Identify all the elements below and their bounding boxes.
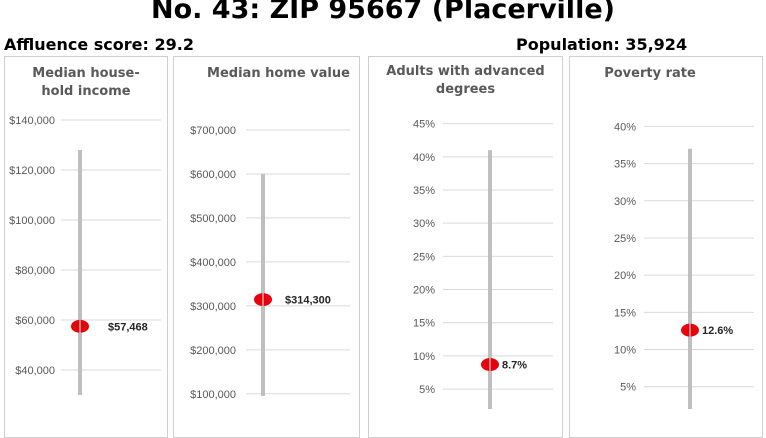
y-tick-label: $500,000: [190, 213, 236, 225]
home-value-title-line-1: Median home value: [207, 66, 350, 81]
income-title-line-2: hold income: [41, 84, 131, 99]
y-tick-label: 45%: [413, 119, 435, 131]
poverty-rate-chart: 5% 10% 15% 20% 25% 30% 35% 40% 12.6%: [614, 121, 754, 409]
degrees-title-line-1: Adults with advanced: [386, 64, 545, 79]
y-tick-label: $300,000: [190, 301, 236, 313]
y-tick-label: $80,000: [15, 265, 55, 277]
y-tick-label: 5%: [419, 384, 435, 396]
income-chart: $40,000 $60,000 $80,000 $100,000 $120,000 $14…: [9, 115, 161, 395]
y-tick-label: $700,000: [190, 125, 236, 137]
y-tick-label: 5%: [620, 382, 636, 394]
value-label: $314,300: [285, 295, 331, 307]
value-label: 8.7%: [502, 360, 527, 372]
y-tick-label: 20%: [413, 285, 435, 297]
y-tick-label: 40%: [614, 121, 636, 133]
y-tick-label: $600,000: [190, 169, 236, 181]
y-tick-label: 30%: [614, 196, 636, 208]
home-value-chart-title: Median home value: [174, 65, 359, 83]
y-tick-label: 30%: [413, 218, 435, 230]
income-title-line-1: Median house-: [32, 66, 140, 81]
y-tick-label: $120,000: [9, 165, 55, 177]
income-chart-panel: Median house- hold income $40,000 $60,000…: [4, 56, 168, 438]
y-tick-label: $400,000: [190, 257, 236, 269]
advanced-degrees-chart-title: Adults with advanced degrees: [369, 63, 562, 99]
advanced-degrees-chart: 5% 10% 15% 20% 25% 30% 35% 40% 45% 8.7%: [413, 119, 553, 409]
y-tick-label: 15%: [614, 307, 636, 319]
y-tick-label: $60,000: [15, 315, 55, 327]
home-value-chart-panel: Median home value $100,000 $200,000 $300,0…: [173, 56, 360, 438]
y-tick-label: 35%: [614, 159, 636, 171]
affluence-score: Affluence score: 29.2: [4, 35, 194, 54]
y-tick-label: 10%: [413, 351, 435, 363]
y-tick-label: $40,000: [15, 365, 55, 377]
advanced-degrees-chart-panel: Adults with advanced degrees 5% 10% 15% 20%…: [368, 56, 563, 438]
y-tick-label: 40%: [413, 152, 435, 164]
population: Population: 35,924: [516, 35, 688, 54]
value-label: 12.6%: [702, 325, 733, 337]
y-tick-label: 25%: [614, 233, 636, 245]
y-tick-label: $100,000: [190, 389, 236, 401]
page-title: No. 43: ZIP 95667 (Placerville): [151, 0, 615, 25]
poverty-title-line-1: Poverty rate: [604, 66, 696, 81]
y-tick-label: $100,000: [9, 215, 55, 227]
value-label: $57,468: [108, 321, 148, 333]
y-tick-label: 10%: [614, 345, 636, 357]
y-tick-label: 15%: [413, 318, 435, 330]
poverty-rate-chart-title: Poverty rate: [570, 65, 762, 83]
y-tick-label: 25%: [413, 251, 435, 263]
y-tick-label: 20%: [614, 270, 636, 282]
y-tick-label: 35%: [413, 185, 435, 197]
degrees-title-line-2: degrees: [435, 82, 496, 97]
poverty-rate-chart-panel: Poverty rate 5% 10% 15% 20% 25% 30% 35% 40% 12.6…: [569, 56, 763, 438]
home-value-chart: $100,000 $200,000 $300,000 $400,000 $500,000…: [190, 125, 350, 401]
y-tick-label: $200,000: [190, 345, 236, 357]
income-chart-title: Median house- hold income: [5, 65, 167, 101]
y-tick-label: $140,000: [9, 115, 55, 127]
